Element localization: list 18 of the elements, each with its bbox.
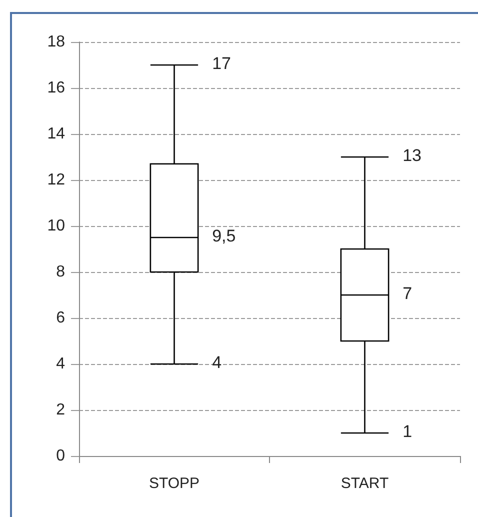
annotation: 1 bbox=[402, 422, 412, 441]
annotation: 4 bbox=[212, 353, 222, 372]
annotation: 9,5 bbox=[212, 226, 236, 246]
y-tick-label: 8 bbox=[56, 264, 66, 280]
annotation: 17 bbox=[212, 54, 231, 73]
y-tick-label: 6 bbox=[56, 310, 66, 326]
y-tick-label: 14 bbox=[47, 126, 66, 142]
y-tick-label: 16 bbox=[47, 80, 66, 96]
y-tick-label: 2 bbox=[56, 402, 66, 418]
x-tick-label: STOPP bbox=[148, 475, 200, 492]
x-tick-label: START bbox=[340, 475, 389, 492]
y-tick-label: 0 bbox=[56, 448, 66, 464]
annotation: 7 bbox=[402, 284, 412, 303]
annotation: 13 bbox=[402, 146, 422, 165]
y-tick-label: 18 bbox=[47, 34, 66, 50]
y-tick-label: 12 bbox=[47, 172, 66, 188]
y-tick-label: 4 bbox=[56, 356, 66, 372]
y-tick-label: 10 bbox=[47, 218, 66, 234]
